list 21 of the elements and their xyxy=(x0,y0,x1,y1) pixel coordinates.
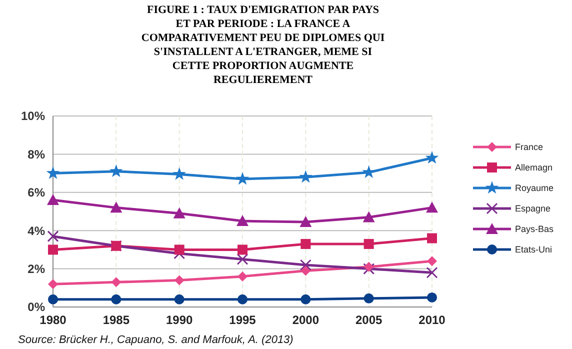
legend-label: Espagne xyxy=(515,204,551,214)
source-note: Source: Brücker H., Capuano, S. and Marfouk, A. (2013) xyxy=(18,334,294,346)
y-tick-label: 4% xyxy=(28,224,46,238)
x-tick-label: 2000 xyxy=(292,313,320,327)
y-tick-label: 8% xyxy=(28,147,46,162)
y-tick-label: 10% xyxy=(20,109,46,124)
legend-label: France xyxy=(515,142,544,152)
legend-label: Allemagn xyxy=(515,162,553,173)
x-tick-label: 2010 xyxy=(418,313,446,327)
x-tick-label: 1985 xyxy=(102,313,130,327)
legend-label: Royaume xyxy=(515,183,554,194)
y-tick-label: 2% xyxy=(28,262,46,276)
x-tick-label: 1980 xyxy=(40,313,67,327)
y-tick-label: 0% xyxy=(28,300,46,314)
x-tick-label: 1990 xyxy=(166,313,194,327)
legend-label: Pays-Bas xyxy=(515,224,554,234)
x-tick-label: 2005 xyxy=(355,313,383,327)
legend-label: Etats-Uni xyxy=(515,244,552,255)
x-tick-label: 1995 xyxy=(229,313,256,327)
y-tick-label: 6% xyxy=(28,186,46,200)
chart-title: FIGURE 1 : TAUX D'EMIGRATION PAR PAYS ET PAR PERIODE : LA FRANCE A COMPARATIVEMENT PEU DE DIPLOMES QUI S'INSTALLENT A L'ETRANGER, MEME SI CETTE PROPORTION AUGMENTE REGULIEREMENT xyxy=(141,4,385,86)
